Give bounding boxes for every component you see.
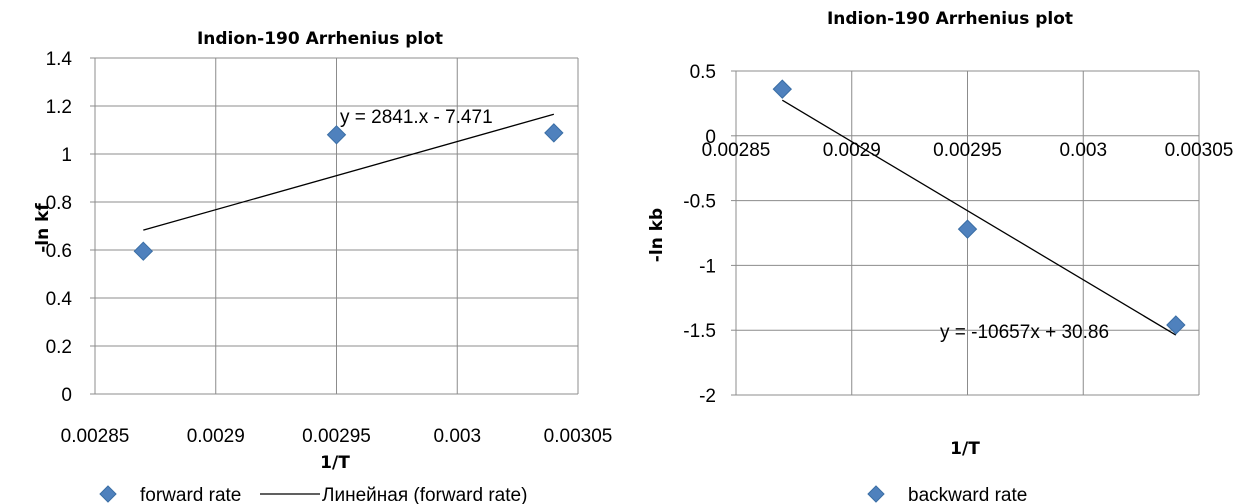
y-tick-label: 1 xyxy=(61,145,72,166)
data-point xyxy=(133,241,154,261)
x-axis-label: 1/T xyxy=(320,453,350,473)
data-point xyxy=(957,219,978,239)
chart-title: Indion-190 Arrhenius plot xyxy=(827,9,1073,29)
data-point xyxy=(1166,315,1186,335)
y-tick-label: 0.2 xyxy=(46,337,72,358)
trendline-equation: y = 2841.x - 7.471 xyxy=(340,107,493,128)
legend: forward rate Линейная (forward rate) xyxy=(99,485,527,504)
legend-marker-diamond xyxy=(99,485,117,503)
y-tick-labels: -2 -1.5 -1 -0.5 0 0.5 xyxy=(683,62,716,407)
y-tick-label: 0 xyxy=(61,385,72,406)
data-points xyxy=(772,79,1186,335)
chart-backward: Indion-190 Arrhenius plot -2-1.5-1-0.500… xyxy=(647,9,1233,504)
y-tick-label: 1.4 xyxy=(46,49,73,70)
legend-label-trendline: Линейная (forward rate) xyxy=(322,485,527,504)
y-tick-label: -1.5 xyxy=(683,321,716,342)
y-tick-label: -1 xyxy=(699,256,716,277)
x-tick-label: 0.00295 xyxy=(302,426,371,447)
y-tick-label: 0.4 xyxy=(46,289,73,310)
trendline-line xyxy=(143,113,555,231)
x-tick-label: 0.0029 xyxy=(823,140,881,161)
trendline xyxy=(781,99,1177,336)
x-tick-label: 0.003 xyxy=(1059,140,1107,161)
y-axis-label: -ln kb xyxy=(647,208,667,262)
trendline xyxy=(143,113,555,231)
plot-area xyxy=(90,57,579,395)
chart-title: Indion-190 Arrhenius plot xyxy=(197,29,443,49)
y-tick-label: 0.6 xyxy=(46,241,72,262)
data-point xyxy=(772,79,793,99)
data-point xyxy=(326,125,347,145)
x-tick-label: 0.00285 xyxy=(61,426,130,447)
legend-label-series: forward rate xyxy=(140,485,241,504)
trendline-equation: y = -10657x + 30.86 xyxy=(940,322,1109,343)
x-tick-label: 0.0029 xyxy=(187,426,245,447)
trendline-line xyxy=(781,99,1177,336)
x-tick-label: 0.00305 xyxy=(544,426,613,447)
y-tick-labels: 0 0.2 0.4 0.6 0.8 1 1.2 1.4 xyxy=(46,49,73,406)
x-tick-label: 0.00285 xyxy=(702,140,771,161)
x-tick-label: 0.00305 xyxy=(1165,140,1234,161)
data-point xyxy=(544,123,564,143)
x-tick-label: 0.00295 xyxy=(933,140,1002,161)
y-tick-label: 0.5 xyxy=(690,62,716,83)
x-axis-label: 1/T xyxy=(950,439,980,459)
legend-label-series: backward rate xyxy=(908,485,1027,504)
data-points xyxy=(133,123,564,261)
y-tick-label: 0.8 xyxy=(46,193,72,214)
y-tick-label: 0 xyxy=(705,127,716,148)
y-axis-label: -ln kf xyxy=(33,203,53,253)
legend-marker-diamond xyxy=(867,485,885,503)
x-tick-label: 0.003 xyxy=(433,426,481,447)
x-tick-labels: 0.00285 0.0029 0.00295 0.003 0.00305 xyxy=(702,140,1234,161)
chart-forward: Indion-190 Arrhenius plot 0 0.2 0.4 0.6 0.8 1… xyxy=(33,29,612,504)
y-tick-label: -2 xyxy=(699,386,716,407)
legend: backward rate xyxy=(867,485,1027,504)
y-tick-label: 1.2 xyxy=(46,97,72,118)
x-tick-labels: 0.00285 0.0029 0.00295 0.003 0.00305 xyxy=(61,426,613,447)
y-tick-label: -0.5 xyxy=(683,192,716,213)
